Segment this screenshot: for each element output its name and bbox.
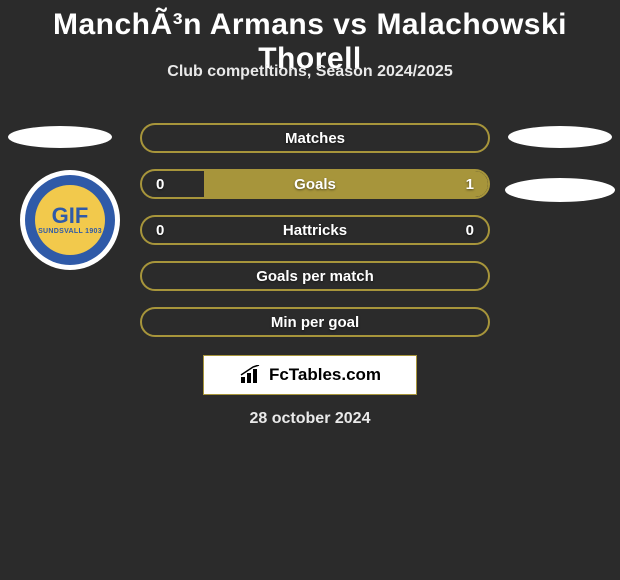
date-label: 28 october 2024 bbox=[0, 410, 620, 428]
stat-row: Goals per match bbox=[140, 261, 490, 291]
stat-row: Min per goal bbox=[140, 307, 490, 337]
brand-box: FcTables.com bbox=[203, 355, 417, 395]
stat-label: Hattricks bbox=[142, 222, 488, 239]
stat-label: Goals per match bbox=[142, 268, 488, 285]
brand-text: FcTables.com bbox=[269, 365, 381, 385]
stat-value-right: 0 bbox=[466, 222, 474, 239]
comparison-infographic: ManchÃ³n Armans vs Malachowski Thorell C… bbox=[0, 0, 620, 580]
stat-row: Hattricks0 0 bbox=[140, 215, 490, 245]
page-subtitle: Club competitions, Season 2024/2025 bbox=[0, 63, 620, 81]
stat-value-right: 1 bbox=[466, 176, 474, 193]
stat-label: Matches bbox=[142, 130, 488, 147]
stat-label: Goals bbox=[142, 176, 488, 193]
stat-value-left: 0 bbox=[156, 222, 164, 239]
stat-row: Goals0 1 bbox=[140, 169, 490, 199]
stat-rows: MatchesGoals01Hattricks00Goals per match… bbox=[0, 123, 620, 353]
stat-value-left: 0 bbox=[156, 176, 164, 193]
barchart-icon bbox=[239, 365, 263, 385]
stat-row: Matches bbox=[140, 123, 490, 153]
stat-label: Min per goal bbox=[142, 314, 488, 331]
